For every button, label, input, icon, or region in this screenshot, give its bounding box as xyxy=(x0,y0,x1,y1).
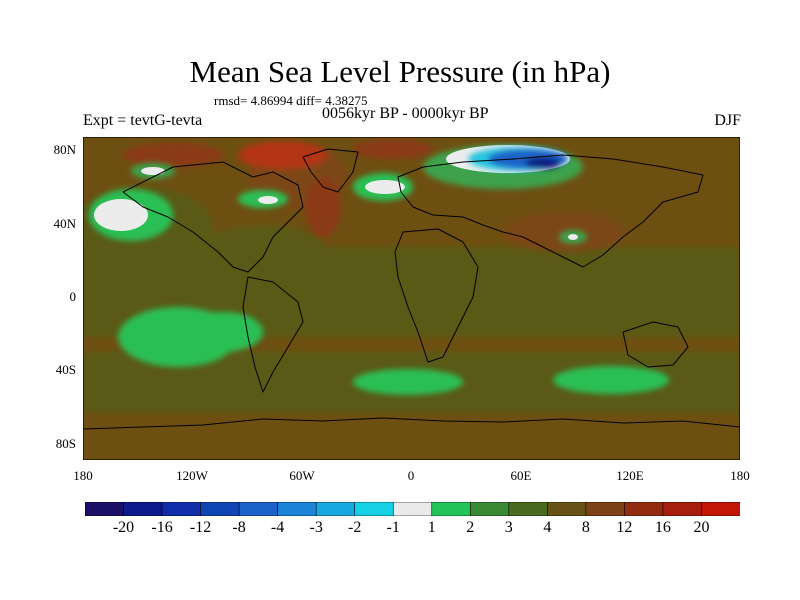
colorbar-label: -2 xyxy=(348,519,362,536)
lat-label: 0 xyxy=(69,289,77,304)
lon-label: 180 xyxy=(730,468,750,483)
pressure-map xyxy=(83,137,740,460)
colorbar-label: -3 xyxy=(309,519,323,536)
colorbar-label: -20 xyxy=(112,519,135,536)
colorbar-label: 8 xyxy=(581,519,590,536)
colorbar-swatch xyxy=(431,502,472,516)
africa-coast xyxy=(394,228,479,363)
season-label: DJF xyxy=(714,112,741,129)
colorbar-swatch xyxy=(508,502,549,516)
period-label: 0056kyr BP - 0000kyr BP xyxy=(322,105,489,122)
colorbar-swatch xyxy=(547,502,587,516)
colorbar-swatch xyxy=(392,502,433,516)
north-america-coast xyxy=(122,161,304,273)
colorbar-swatch xyxy=(200,502,240,516)
eurasia-coast xyxy=(397,154,704,268)
lat-label: 80N xyxy=(53,142,76,157)
experiment-label: Expt = tevtG-tevta xyxy=(83,112,203,129)
colorbar-swatch xyxy=(277,502,317,516)
greenland-coast xyxy=(302,148,359,193)
lon-label: 60W xyxy=(289,468,315,483)
colorbar-swatch xyxy=(123,502,163,516)
red-regions xyxy=(123,139,623,252)
stats-label: rmsd= 4.86994 diff= 4.38275 xyxy=(214,93,368,108)
lon-label: 180 xyxy=(73,468,93,483)
australia-coast xyxy=(622,321,689,368)
lat-label: 80S xyxy=(55,436,76,451)
colorbar-swatch xyxy=(662,502,703,516)
colorbar-swatch xyxy=(354,502,395,516)
coastlines xyxy=(83,148,740,430)
colorbar-swatch xyxy=(469,502,510,516)
lon-label: 0 xyxy=(407,468,415,483)
lon-label: 120W xyxy=(176,468,208,483)
colorbar-swatch xyxy=(161,502,202,516)
lon-label: 120E xyxy=(616,468,644,483)
south-america-coast xyxy=(242,276,304,393)
colorbar-label: -16 xyxy=(151,519,173,536)
colorbar-label: 4 xyxy=(543,519,552,536)
colorbar-swatch xyxy=(701,502,740,516)
colorbar-label: 20 xyxy=(693,519,710,536)
colorbar-label: -8 xyxy=(232,519,246,536)
lon-label: 60E xyxy=(510,468,532,483)
colorbar xyxy=(85,502,740,516)
colorbar-label: -12 xyxy=(189,519,212,536)
colorbar-label: 1 xyxy=(427,519,436,536)
colorbar-label: -1 xyxy=(386,519,400,536)
lat-label: 40S xyxy=(55,362,76,377)
colorbar-swatch xyxy=(585,502,626,516)
colorbar-label: 16 xyxy=(654,519,671,536)
colorbar-label: 12 xyxy=(616,519,633,536)
colorbar-swatch xyxy=(238,502,279,516)
colorbar-swatch xyxy=(624,502,664,516)
lat-label: 40N xyxy=(53,216,76,231)
colorbar-swatch xyxy=(85,502,125,516)
colorbar-label: 3 xyxy=(504,519,513,536)
colorbar-label: 2 xyxy=(466,519,475,536)
colorbar-swatch xyxy=(315,502,356,516)
antarctica-coast xyxy=(83,417,740,430)
map-title: Mean Sea Level Pressure (in hPa) xyxy=(189,54,611,89)
colorbar-label: -4 xyxy=(270,519,285,536)
